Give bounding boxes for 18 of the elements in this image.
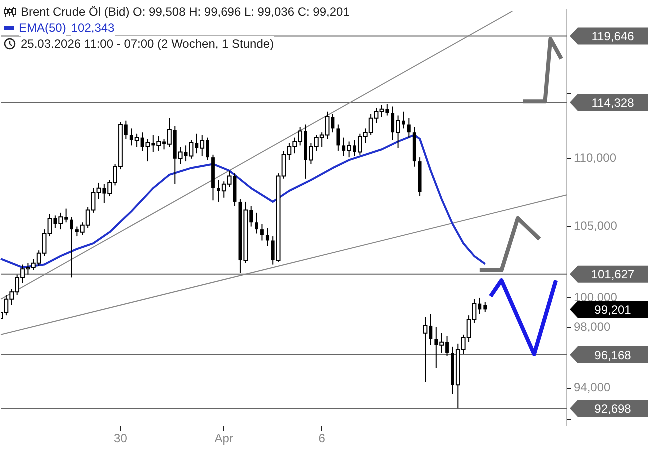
- x-tick-label: Apr: [214, 432, 234, 446]
- chart-title: Brent Crude Öl (Bid) O: 99,508 H: 99,696 L: 99,036 C: 99,201: [21, 4, 350, 20]
- text: 99,201: [594, 302, 632, 317]
- y-tick-label: 105,000: [574, 219, 618, 234]
- text: 25.03.2026 11:00 - 07:00 (2 Wochen, 1 Stunde): [21, 36, 274, 52]
- y-tick-label: 110,000: [574, 151, 617, 166]
- y-tick-label: 98,000: [574, 320, 612, 334]
- x-tick-label: 30: [114, 432, 128, 446]
- x-tick-label: 6: [318, 432, 326, 446]
- y-tick-label: 100,000: [574, 290, 618, 304]
- y-tick-label: 94,000: [574, 380, 612, 395]
- ref-line-label: 92,698: [594, 402, 632, 416]
- ref-line-label: 114,328: [592, 96, 635, 110]
- ref-line-label: 96,168: [594, 348, 632, 362]
- annotation: 102,343: [71, 20, 115, 36]
- ref-line-label: 119,646: [592, 30, 635, 44]
- ref-line-label: 101,627: [591, 268, 636, 282]
- legend-label: EMA(50): [19, 20, 66, 36]
